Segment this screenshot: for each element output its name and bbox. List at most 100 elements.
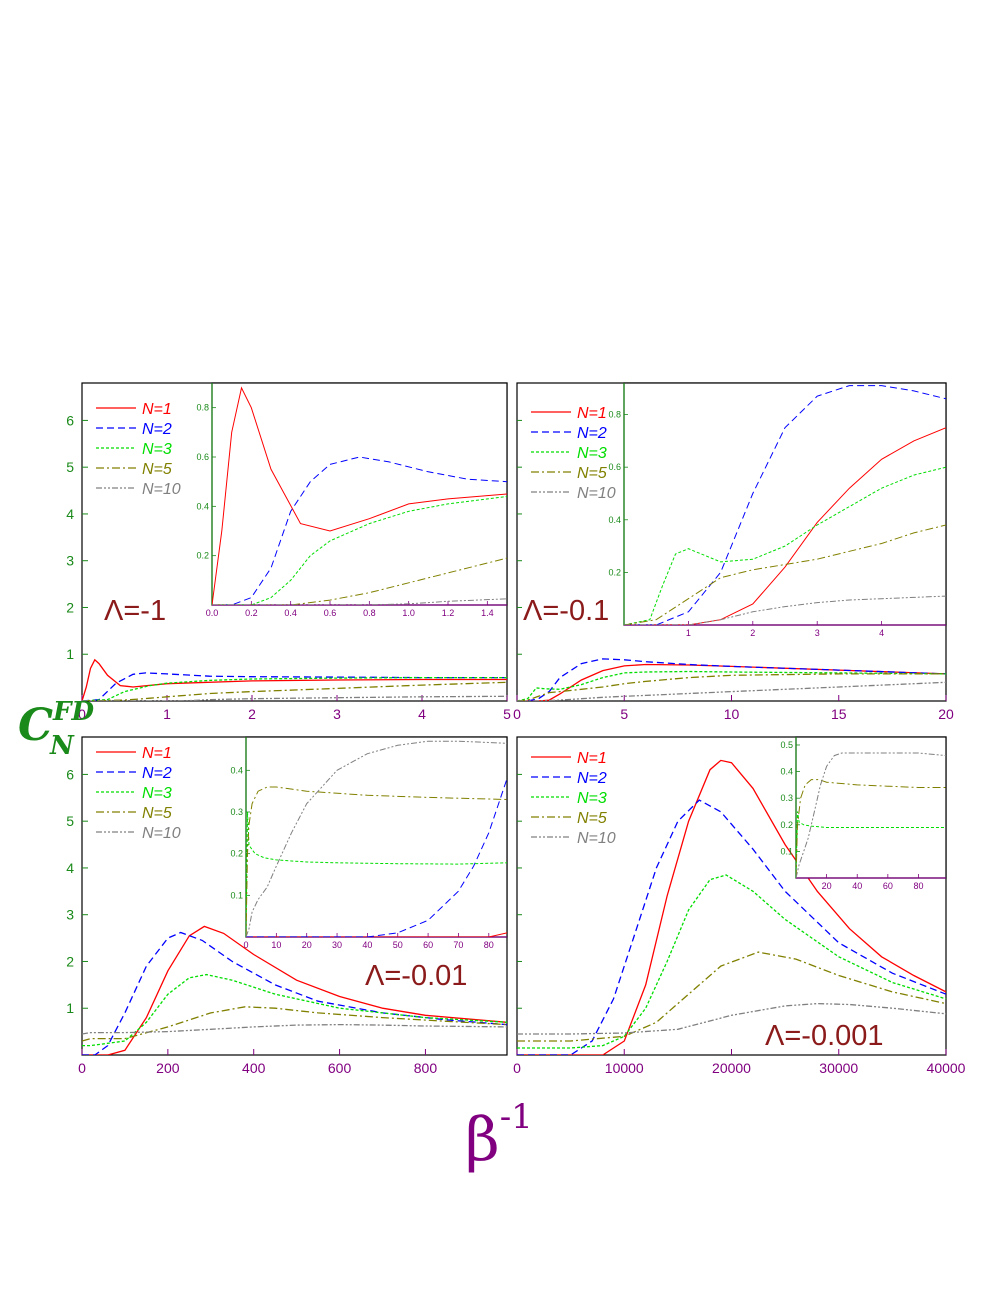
inset-x-tick-label-3-5: 50: [393, 940, 403, 950]
y-tick-label-3-4: 5: [66, 813, 74, 829]
legend-label-N1: N=1: [577, 750, 607, 767]
x-tick-label-2-1: 5: [620, 706, 628, 722]
panel-4-lines: [517, 759, 946, 1055]
inset-y-tick-label-2-0: 0.2: [608, 567, 621, 577]
x-axis-label-sup: -1: [500, 1097, 533, 1137]
panel-3-series-N2: [82, 931, 507, 1055]
x-tick-label-1-4: 4: [418, 706, 426, 722]
panel-3-inset-series-N10: [246, 740, 507, 937]
y-tick-label-1-5: 6: [66, 412, 74, 428]
legend-label-N10: N=10: [142, 825, 181, 842]
inset-y-tick-label-4-1: 0.2: [780, 820, 793, 830]
inset-x-tick-label-1-2: 0.4: [284, 608, 297, 618]
panel-4-series-N3: [517, 874, 946, 1049]
panel-2-legend: N=1 N=2 N=3 N=5 N=10: [531, 405, 616, 502]
x-tick-label-1-3: 3: [333, 706, 341, 722]
panel-1-inset-series-N3: [212, 496, 507, 605]
inset-x-tick-label-2-3: 4: [879, 628, 884, 638]
y-tick-label-1-3: 4: [66, 506, 74, 522]
panel-4-inset-series-N5: [796, 779, 946, 878]
legend-label-N3: N=3: [577, 445, 607, 462]
legend-label-N5: N=5: [577, 465, 607, 482]
x-tick-label-3-3: 600: [328, 1060, 352, 1076]
x-tick-label-3-2: 400: [242, 1060, 266, 1076]
inset-y-tick-label-1-1: 0.4: [196, 501, 209, 511]
panel-2-inset-series-N10: [624, 595, 946, 625]
legend-label-N5: N=5: [142, 461, 172, 478]
panel-2-inset: 1 2 3 4 0.2 0.4 0.6 0.8: [608, 382, 947, 638]
inset-y-tick-label-3-1: 0.2: [230, 849, 243, 859]
inset-y-tick-label-2-1: 0.4: [608, 515, 621, 525]
x-tick-label-2-0: 0: [513, 706, 521, 722]
y-tick-label-1-2: 3: [66, 553, 74, 569]
panel-4-series-N10: [517, 1002, 946, 1035]
panel-4: 0 10000 20000 30000 40000 20 40 60 80 0.1 0.2 0.3 0.…: [513, 736, 966, 1076]
y-tick-label-1-4: 5: [66, 459, 74, 475]
legend-label-N2: N=2: [142, 421, 172, 438]
inset-y-tick-label-4-0: 0.1: [780, 846, 793, 856]
panel-3-inset-series-N1: [246, 932, 507, 937]
x-tick-label-1-2: 2: [248, 706, 256, 722]
x-tick-label-4-2: 20000: [712, 1060, 751, 1076]
inset-y-tick-label-4-3: 0.4: [780, 767, 793, 777]
x-tick-label-2-3: 15: [831, 706, 847, 722]
panel-2-inset-frame: [623, 382, 947, 626]
x-tick-label-4-4: 40000: [927, 1060, 966, 1076]
x-tick-label-2-4: 20: [938, 706, 954, 722]
legend-label-N1: N=1: [142, 745, 172, 762]
inset-x-tick-label-2-0: 1: [686, 628, 691, 638]
inset-y-tick-label-1-0: 0.2: [196, 551, 209, 561]
legend-label-N1: N=1: [577, 405, 607, 422]
panel-3-lines: [82, 925, 507, 1055]
inset-y-tick-label-2-3: 0.8: [608, 410, 621, 420]
panel-1-inset-lines: [212, 386, 507, 605]
x-axis-label-main: β: [465, 1105, 500, 1175]
x-tick-label-4-3: 30000: [819, 1060, 858, 1076]
panel-4-series-N2: [517, 799, 946, 1055]
legend-label-N5: N=5: [577, 810, 607, 827]
inset-y-tick-label-2-2: 0.6: [608, 462, 621, 472]
x-axis-label: β-1: [465, 1097, 533, 1175]
panel-1-series-N3: [82, 676, 507, 701]
panel-1-series-N2: [82, 672, 507, 701]
inset-x-tick-label-1-1: 0.2: [245, 608, 258, 618]
panel-2-inset-series-N3: [624, 466, 946, 625]
panel-3-series-N3: [82, 973, 507, 1047]
y-axis-label-main: C: [18, 700, 53, 751]
inset-x-tick-label-1-5: 1.0: [402, 608, 415, 618]
legend-label-N10: N=10: [142, 481, 181, 498]
panel-2-series-N3: [517, 670, 946, 701]
panel-1-inset-frame: [211, 382, 508, 606]
panel-4-inset: 20 40 60 80 0.1 0.2 0.3 0.4 0.5: [780, 736, 947, 891]
legend-label-N3: N=3: [577, 790, 607, 807]
panel-2: 0 5 10 15 20 1 2 3 4 0.2 0.4 0.6 0.8N=1 N=2 N=3 N=5 N=10…: [513, 382, 954, 722]
panel-1-lambda-annotation: Λ=-1: [104, 595, 166, 627]
y-tick-label-1-1: 2: [66, 599, 74, 615]
panel-3-inset-series-N2: [246, 778, 507, 937]
inset-x-tick-label-1-4: 0.8: [363, 608, 376, 618]
panel-3-inset-lines: [246, 740, 507, 937]
x-tick-label-3-1: 200: [156, 1060, 180, 1076]
legend-label-N2: N=2: [577, 770, 607, 787]
legend-label-N5: N=5: [142, 805, 172, 822]
panel-2-series-N2: [517, 658, 946, 701]
inset-x-tick-label-4-0: 20: [822, 881, 832, 891]
panel-2-series-N10: [517, 681, 946, 701]
inset-x-tick-label-3-1: 10: [271, 940, 281, 950]
inset-x-tick-label-1-0: 0.0: [206, 608, 219, 618]
panel-4-lambda-annotation: Λ=-0.001: [765, 1020, 884, 1052]
inset-x-tick-label-1-7: 1.4: [481, 608, 494, 618]
panel-3-inset-frame: [245, 736, 508, 938]
panel-4-series-N1: [517, 759, 946, 1055]
y-tick-label-1-0: 1: [66, 646, 74, 662]
panel-4-inset-lines: [796, 752, 946, 878]
inset-y-tick-label-1-2: 0.6: [196, 452, 209, 462]
legend-label-N10: N=10: [577, 830, 616, 847]
panel-4-legend: N=1 N=2 N=3 N=5 N=10: [531, 750, 616, 847]
y-tick-label-3-2: 3: [66, 907, 74, 923]
inset-x-tick-label-3-7: 70: [453, 940, 463, 950]
y-axis-label-sub: N: [49, 731, 75, 761]
inset-x-tick-label-3-3: 30: [332, 940, 342, 950]
